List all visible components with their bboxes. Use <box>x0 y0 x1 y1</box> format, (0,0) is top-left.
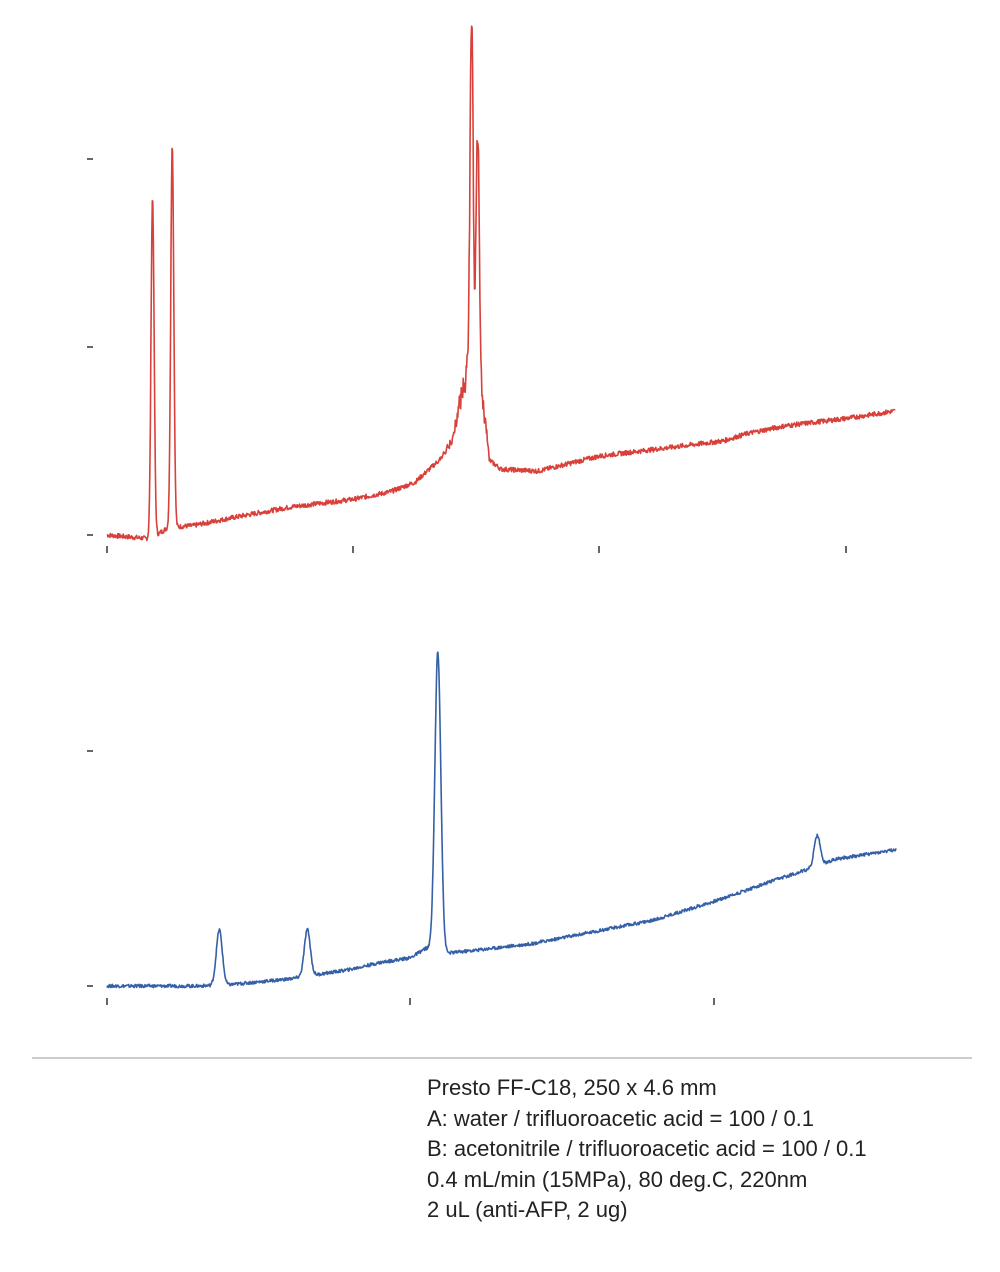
chromatogram-panel-top <box>87 25 896 553</box>
condition-injection: 2 uL (anti-AFP, 2 ug) <box>427 1197 628 1222</box>
condition-mobile-phase-b: B: acetonitrile / trifluoroacetic acid =… <box>427 1136 867 1161</box>
chromatogram-trace <box>106 25 896 542</box>
chromatogram-panel-bottom <box>87 651 897 1005</box>
condition-mobile-phase-a: A: water / trifluoroacetic acid = 100 / … <box>427 1105 815 1131</box>
chromatogram-trace <box>106 651 897 989</box>
method-conditions: Presto FF-C18, 250 x 4.6 mm A: water / t… <box>427 1073 867 1226</box>
condition-column: Presto FF-C18, 250 x 4.6 mm <box>427 1075 717 1100</box>
condition-flow-temp-wavelength: 0.4 mL/min (15MPa), 80 deg.C, 220nm <box>427 1166 808 1192</box>
